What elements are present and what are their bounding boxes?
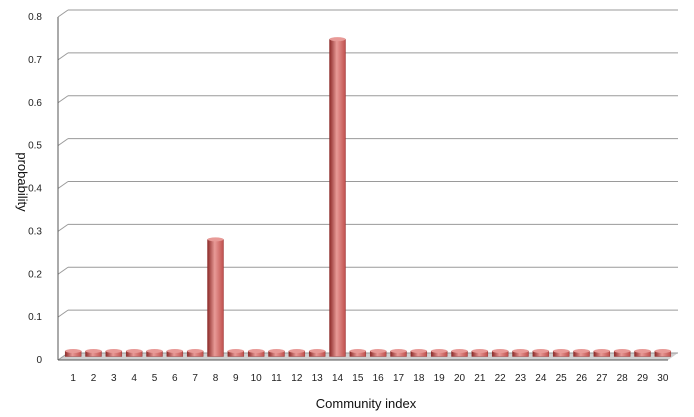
- x-tick-label: 11: [271, 373, 282, 384]
- gridline-depth: [57, 223, 69, 232]
- bar: [227, 349, 245, 357]
- x-tick-label: 9: [233, 373, 239, 384]
- x-tick-label: 27: [596, 373, 608, 384]
- bar: [125, 349, 143, 357]
- x-tick-label: 6: [172, 373, 178, 384]
- y-tick-labels: 0 0.1 0.2 0.3 0.4 0.5 0.6 0.7 0.8: [28, 12, 42, 366]
- x-tick-label: 18: [413, 373, 425, 384]
- gridline-depth: [57, 309, 69, 318]
- bar: [247, 349, 265, 357]
- gridline-depth: [57, 266, 69, 275]
- bar: [593, 349, 611, 357]
- x-tick-label: 15: [352, 373, 364, 384]
- bars: [64, 37, 672, 357]
- bar: [512, 349, 529, 357]
- y-axis-title: probability: [15, 152, 30, 212]
- x-tick-label: 16: [373, 373, 385, 384]
- x-tick-label: 7: [192, 373, 198, 384]
- x-tick-label: 8: [213, 373, 219, 384]
- y-tick-label: 0: [36, 355, 42, 366]
- x-tick-label: 13: [312, 373, 324, 384]
- bar: [207, 237, 224, 357]
- x-tick-label: 30: [657, 373, 669, 384]
- y-tick-label: 0.6: [28, 98, 42, 109]
- x-tick-label: 17: [393, 373, 405, 384]
- bar: [471, 349, 489, 357]
- bar: [329, 37, 346, 357]
- gridline-depth: [57, 95, 69, 104]
- bar: [268, 349, 285, 357]
- bar: [552, 349, 570, 357]
- bar: [166, 349, 184, 357]
- y-tick-label: 0.2: [28, 269, 42, 280]
- x-tick-label: 29: [637, 373, 649, 384]
- x-tick-label: 19: [434, 373, 446, 384]
- bar: [186, 349, 204, 357]
- bar: [146, 349, 163, 357]
- axes: [57, 17, 668, 361]
- x-axis-title: Community index: [316, 396, 417, 411]
- bar: [634, 349, 651, 357]
- gridline-depth: [57, 9, 69, 18]
- y-tick-label: 0.1: [28, 312, 42, 323]
- x-tick-labels: 1 2 3 4 5 6 7 8 9 10 11 12 13 14 15 16 17 18 19 20 21 22 23 24 2…: [70, 373, 668, 384]
- gridline-depth: [57, 52, 69, 61]
- bar: [349, 349, 367, 357]
- gridline-depth: [57, 181, 69, 189]
- x-tick-label: 5: [152, 373, 158, 384]
- bar: [64, 349, 82, 357]
- x-tick-label: 21: [474, 373, 486, 384]
- bar: [288, 349, 306, 357]
- bar: [573, 349, 590, 357]
- bar: [613, 349, 631, 357]
- bar: [654, 349, 672, 357]
- bar: [390, 349, 407, 357]
- x-tick-label: 10: [251, 373, 263, 384]
- x-tick-label: 1: [70, 373, 76, 384]
- bar: [105, 349, 123, 357]
- bar: [308, 349, 326, 357]
- y-tick-label: 0.8: [28, 12, 42, 23]
- x-tick-label: 14: [332, 373, 344, 384]
- y-tick-label: 0.5: [28, 141, 42, 152]
- x-tick-label: 20: [454, 373, 466, 384]
- bar: [410, 349, 428, 357]
- y-tick-label: 0.3: [28, 226, 42, 237]
- x-tick-label: 12: [291, 373, 303, 384]
- bar: [491, 349, 509, 357]
- y-tick-label: 0.7: [28, 55, 42, 66]
- y-tick-label: 0.4: [28, 184, 42, 195]
- bar: [532, 349, 550, 357]
- bar: [451, 349, 468, 357]
- x-tick-label: 22: [495, 373, 507, 384]
- x-tick-label: 3: [111, 373, 117, 384]
- gridlines: [57, 9, 678, 361]
- x-tick-label: 28: [617, 373, 629, 384]
- bar: [430, 349, 448, 357]
- bar: [369, 349, 387, 357]
- gridline-depth: [57, 138, 69, 147]
- x-tick-label: 2: [91, 373, 97, 384]
- x-tick-label: 25: [556, 373, 568, 384]
- x-tick-label: 24: [535, 373, 547, 384]
- bar: [85, 349, 102, 357]
- x-tick-label: 4: [131, 373, 137, 384]
- x-tick-label: 26: [576, 373, 588, 384]
- x-tick-label: 23: [515, 373, 527, 384]
